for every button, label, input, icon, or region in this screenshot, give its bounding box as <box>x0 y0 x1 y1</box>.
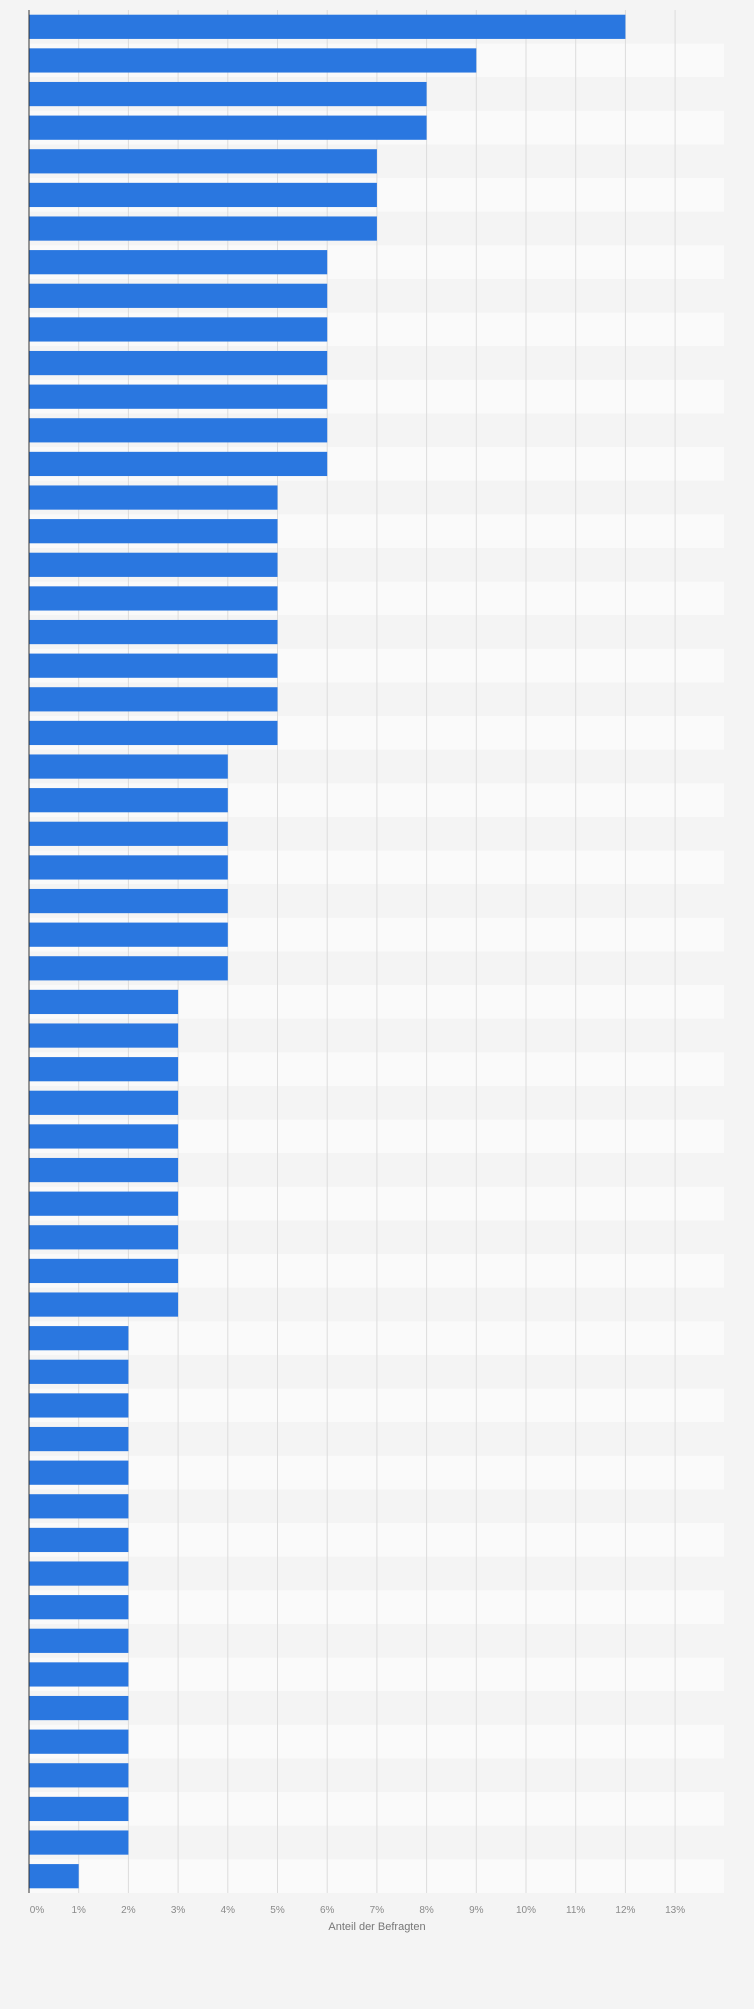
bar[interactable] <box>29 1426 129 1452</box>
bar[interactable] <box>29 1729 129 1754</box>
bar[interactable] <box>29 1057 179 1082</box>
bar[interactable] <box>29 1628 129 1653</box>
bar[interactable] <box>29 1258 179 1284</box>
x-tick-label: 8% <box>419 1905 434 1916</box>
x-tick-label: 2% <box>121 1905 136 1916</box>
x-tick-label: 0% <box>30 1905 45 1916</box>
bar[interactable] <box>29 1662 129 1687</box>
bar[interactable] <box>29 855 228 880</box>
bar[interactable] <box>29 1393 129 1418</box>
bar[interactable] <box>29 754 228 779</box>
bar[interactable] <box>29 1796 129 1822</box>
bar[interactable] <box>29 956 228 981</box>
x-tick-label: 13% <box>665 1905 685 1916</box>
bar[interactable] <box>29 687 278 712</box>
x-tick-labels: 0% 1% 2% 3% 4% 5% 6% 7% 8% 9% 10% 11% 12% 13% <box>30 1905 685 1916</box>
bar[interactable] <box>29 1494 129 1519</box>
bar[interactable] <box>29 1225 179 1250</box>
bar[interactable] <box>29 1023 179 1048</box>
bar[interactable] <box>29 1460 129 1485</box>
bar[interactable] <box>29 1090 179 1115</box>
x-tick-label: 5% <box>270 1905 285 1916</box>
bar[interactable] <box>29 350 328 376</box>
x-tick-label: 11% <box>566 1905 585 1916</box>
bar[interactable] <box>29 115 427 140</box>
bar[interactable] <box>29 821 228 846</box>
bar[interactable] <box>29 1359 129 1384</box>
bar[interactable] <box>29 552 278 577</box>
x-tick-label: 1% <box>71 1905 86 1916</box>
x-tick-label: 6% <box>320 1905 335 1916</box>
bar[interactable] <box>29 1595 129 1620</box>
x-tick-label: 12% <box>615 1905 635 1916</box>
bar[interactable] <box>29 1561 129 1586</box>
bar[interactable] <box>29 586 278 611</box>
bar[interactable] <box>29 418 328 443</box>
bar[interactable] <box>29 1695 129 1721</box>
bars <box>29 14 626 1889</box>
bar[interactable] <box>29 1124 179 1149</box>
bar[interactable] <box>29 1864 79 1889</box>
bar[interactable] <box>29 922 228 947</box>
bar[interactable] <box>29 81 427 107</box>
bar[interactable] <box>29 149 377 174</box>
bar[interactable] <box>29 1191 179 1216</box>
x-tick-label: 3% <box>171 1905 186 1916</box>
bar[interactable] <box>29 619 278 645</box>
bar[interactable] <box>29 1157 179 1183</box>
bar[interactable] <box>29 989 179 1015</box>
bar[interactable] <box>29 1527 129 1553</box>
bar[interactable] <box>29 250 328 275</box>
bar[interactable] <box>29 1763 129 1788</box>
bar[interactable] <box>29 1292 179 1317</box>
x-tick-label: 7% <box>370 1905 385 1916</box>
bar[interactable] <box>29 283 328 308</box>
x-axis-title: Anteil der Befragten <box>328 1921 425 1933</box>
bar[interactable] <box>29 788 228 813</box>
bar[interactable] <box>29 1326 129 1351</box>
bar[interactable] <box>29 720 278 746</box>
bar[interactable] <box>29 451 328 477</box>
x-tick-label: 4% <box>221 1905 236 1916</box>
bar[interactable] <box>29 485 278 510</box>
bar[interactable] <box>29 216 377 241</box>
bar[interactable] <box>29 14 626 39</box>
bar[interactable] <box>29 182 377 208</box>
bar[interactable] <box>29 519 278 544</box>
bar[interactable] <box>29 1830 129 1855</box>
bar[interactable] <box>29 48 477 73</box>
x-tick-label: 10% <box>516 1905 536 1916</box>
bar[interactable] <box>29 653 278 678</box>
x-tick-label: 9% <box>469 1905 484 1916</box>
bar[interactable] <box>29 888 228 914</box>
bar[interactable] <box>29 384 328 409</box>
bar[interactable] <box>29 317 328 342</box>
